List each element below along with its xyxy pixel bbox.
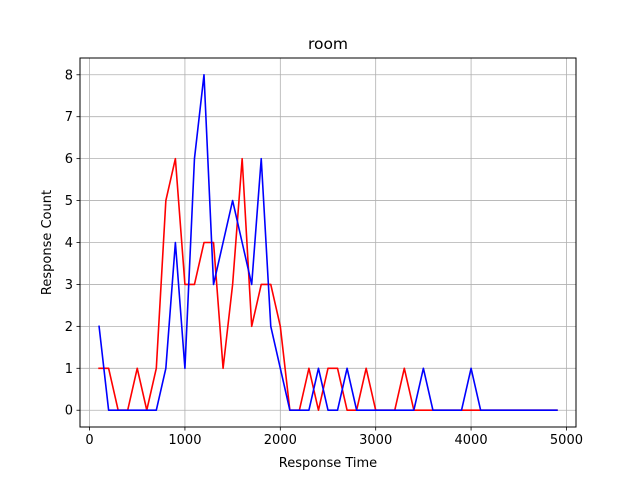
y-tick-label: 7 — [65, 110, 73, 125]
x-tick-label: 4000 — [455, 433, 488, 448]
y-tick-label: 1 — [65, 362, 73, 377]
y-axis-label: Response Count — [40, 190, 55, 295]
x-axis-label: Response Time — [279, 456, 377, 471]
x-tick-label: 2000 — [264, 433, 297, 448]
x-tick-label: 3000 — [359, 433, 392, 448]
chart-title: room — [308, 35, 348, 53]
axis-ticks: 0 1000 2000 3000 4000 5000 0 1 2 3 4 5 6 7 8 — [65, 68, 583, 448]
x-tick-label: 0 — [85, 433, 93, 448]
x-tick-label: 5000 — [550, 433, 583, 448]
y-tick-label: 8 — [65, 68, 73, 83]
y-tick-label: 6 — [65, 152, 73, 167]
series-line-2 — [98, 73, 558, 412]
plot-series — [98, 73, 558, 412]
y-tick-label: 4 — [65, 236, 73, 251]
y-tick-label: 3 — [65, 278, 73, 293]
x-tick-label: 1000 — [168, 433, 201, 448]
y-tick-label: 2 — [65, 320, 73, 335]
y-tick-label: 0 — [65, 404, 73, 419]
y-tick-label: 5 — [65, 194, 73, 209]
